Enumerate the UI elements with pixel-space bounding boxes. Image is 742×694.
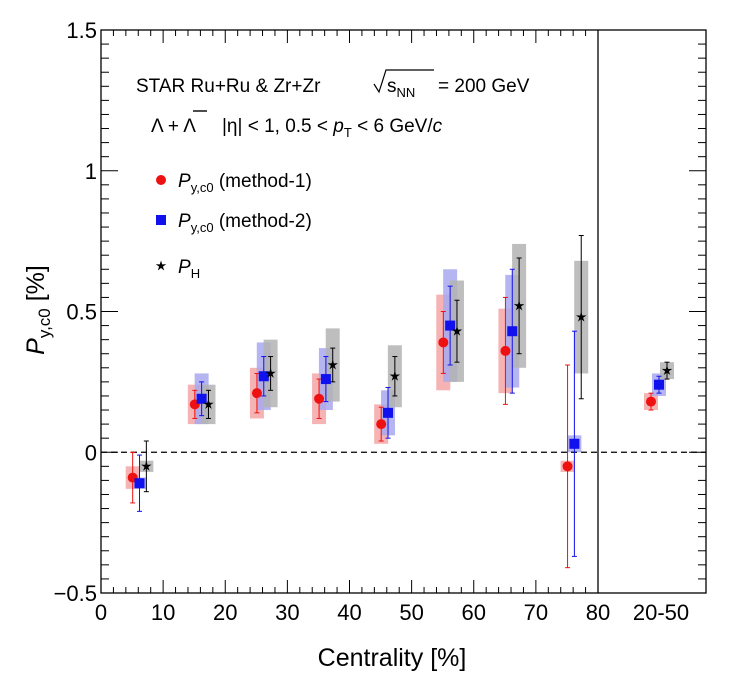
energy-label: sNN = 200 GeV: [373, 69, 530, 100]
annotation-line-3: |η| < 1, 0.5 < pT < 6 GeV/c: [222, 116, 443, 140]
data-point-square: [507, 326, 518, 337]
data-point-star-integrated: [661, 365, 673, 376]
data-point-square-integrated: [654, 379, 664, 390]
axes-frame-layer: [100, 29, 707, 594]
particle-lambda: Λ +: [151, 116, 183, 137]
annotation-line-1: STAR Ru+Ru & Zr+Zr: [136, 76, 321, 97]
annotation-block: STAR Ru+Ru & Zr+Zr sNN = 200 GeV Λ + Λ |…: [136, 69, 530, 140]
y-tick-label: 0: [85, 440, 97, 465]
data-point-star: [576, 311, 587, 322]
legend-entry-star: PH: [178, 257, 200, 281]
kin-subscript: T: [344, 125, 352, 140]
sqrt-radical-sign: [373, 69, 434, 94]
legend-subscript: y,c0: [191, 180, 214, 195]
x-tick-label: 30: [275, 600, 299, 625]
data-point-circle: [251, 388, 262, 399]
data-point-star: [265, 367, 276, 378]
data-point-star: [513, 300, 525, 311]
annotation-line-2: Λ + Λ: [151, 116, 196, 137]
axis-ticks-layer: [100, 29, 706, 594]
x-axis-label: Centrality [%]: [318, 644, 467, 672]
kin-c: c: [433, 116, 443, 137]
x-tick-label: 0: [95, 600, 107, 625]
legend-subscript: y,c0: [191, 220, 214, 235]
legend-marker-circle: [156, 175, 166, 185]
particle-lambda-bar: Λ: [183, 116, 196, 137]
data-point-star: [327, 359, 338, 370]
kin-p: p: [332, 116, 344, 137]
kin-range-1: |η| < 1, 0.5 <: [222, 116, 333, 137]
legend-symbol: P: [178, 257, 191, 278]
experiment-label: STAR Ru+Ru & Zr+Zr: [136, 76, 321, 97]
y-axis-label-unit: [%]: [22, 265, 50, 308]
energy-sqrt: s: [387, 76, 397, 97]
legend-symbol: P: [178, 211, 191, 232]
x-tick-label: 80: [586, 600, 610, 625]
legend-suffix: (method-2): [214, 211, 312, 232]
data-point-square: [258, 371, 269, 382]
data-point-circle: [438, 337, 449, 348]
x-tick-label: 20: [213, 600, 237, 625]
y-axis-label-main: P: [22, 338, 50, 355]
x-tick-label: 60: [462, 600, 486, 625]
legend-subscript: H: [191, 266, 200, 281]
data-point-circle: [314, 393, 325, 404]
y-axis-label: Py,c0 [%]: [22, 265, 54, 355]
legend-entry-square: Py,c0 (method-2): [178, 211, 312, 235]
data-point-circle: [500, 345, 511, 356]
energy-subscript: NN: [397, 85, 416, 100]
legend-symbol: P: [178, 171, 191, 192]
data-point-square: [320, 374, 331, 385]
y-tick-label: 1.5: [66, 18, 97, 43]
x-tick-label: 50: [399, 600, 423, 625]
data-point-square: [134, 478, 145, 489]
y-tick-label: 1: [85, 159, 97, 184]
x-tick-label: 70: [524, 600, 548, 625]
energy-value: = 200 GeV: [438, 76, 530, 97]
svg-text:sNN: sNN: [387, 76, 415, 100]
integrated-bin-label: 20-50: [633, 600, 689, 625]
data-point-star: [203, 398, 214, 409]
y-axis-label-sub: y,c0: [35, 308, 54, 338]
data-point-star: [389, 370, 401, 381]
legend-entry-circle: Py,c0 (method-1): [178, 171, 312, 195]
x-tick-label: 10: [151, 600, 175, 625]
y-tick-label: 0.5: [66, 300, 97, 325]
data-point-star: [451, 325, 463, 336]
data-point-star: [141, 460, 152, 471]
y-tick-label: −0.5: [54, 581, 97, 606]
legend-suffix: (method-1): [214, 171, 312, 192]
data-point-circle-integrated: [646, 396, 656, 407]
x-tick-label: 40: [337, 600, 361, 625]
legend: Py,c0 (method-1)Py,c0 (method-2)PH: [155, 171, 312, 281]
data-point-square: [445, 320, 456, 331]
markers-layer: [127, 300, 673, 489]
data-point-square: [569, 438, 580, 449]
data-point-circle: [562, 461, 573, 472]
data-point-square: [196, 393, 207, 404]
legend-marker-square: [156, 215, 166, 225]
data-point-circle: [376, 419, 387, 430]
data-point-square: [383, 407, 394, 418]
legend-marker-star: [155, 260, 167, 271]
tick-labels-layer: 0 10 20 30 40 50 60 70 80−0.500.511.520-50: [54, 18, 690, 625]
kin-range-2: < 6 GeV/: [352, 116, 434, 137]
plot-frame: [100, 29, 707, 594]
